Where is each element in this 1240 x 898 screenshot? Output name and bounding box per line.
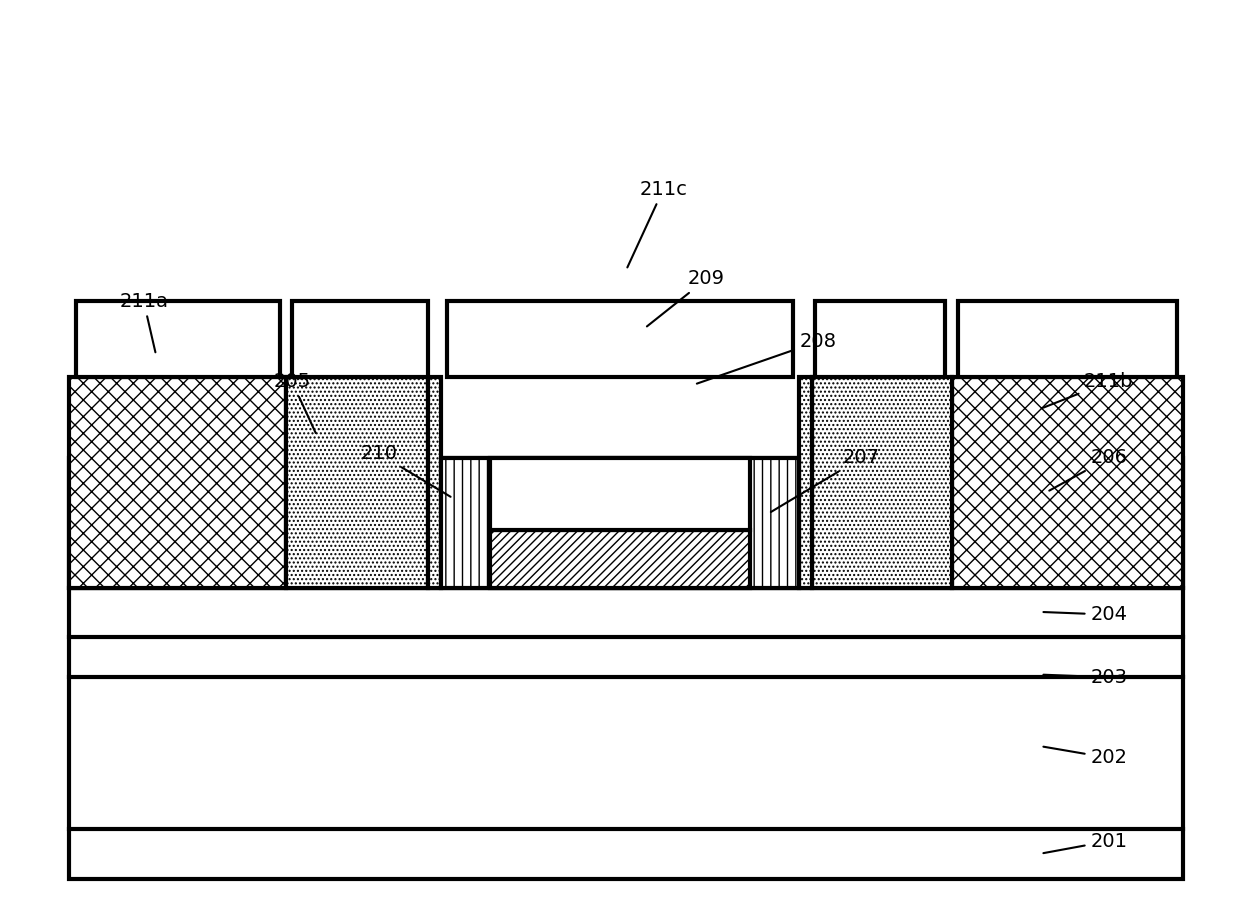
Bar bbox=[69, 377, 286, 588]
Bar bbox=[812, 377, 951, 588]
Text: 206: 206 bbox=[1049, 448, 1127, 490]
Bar bbox=[286, 377, 428, 588]
Text: 205: 205 bbox=[274, 373, 316, 433]
Text: 211b: 211b bbox=[1043, 373, 1133, 408]
Bar bbox=[816, 302, 945, 377]
Text: 207: 207 bbox=[771, 448, 879, 512]
Bar bbox=[69, 458, 1183, 588]
Bar bbox=[446, 302, 794, 377]
Bar bbox=[76, 302, 280, 377]
Text: 204: 204 bbox=[1043, 605, 1127, 624]
Text: 209: 209 bbox=[647, 269, 725, 326]
Bar bbox=[440, 458, 800, 588]
Bar bbox=[69, 588, 1183, 879]
Bar bbox=[490, 530, 750, 588]
Text: 210: 210 bbox=[361, 444, 450, 497]
Bar bbox=[293, 302, 428, 377]
Bar bbox=[428, 377, 440, 588]
Text: 202: 202 bbox=[1043, 746, 1127, 768]
Text: 211a: 211a bbox=[119, 292, 169, 352]
Text: 211c: 211c bbox=[627, 180, 687, 268]
Text: 203: 203 bbox=[1043, 668, 1127, 687]
Bar bbox=[957, 302, 1177, 377]
Bar bbox=[951, 377, 1183, 588]
Text: 201: 201 bbox=[1043, 832, 1127, 853]
Text: 208: 208 bbox=[697, 332, 837, 383]
Bar bbox=[800, 377, 812, 588]
Bar bbox=[490, 458, 750, 530]
